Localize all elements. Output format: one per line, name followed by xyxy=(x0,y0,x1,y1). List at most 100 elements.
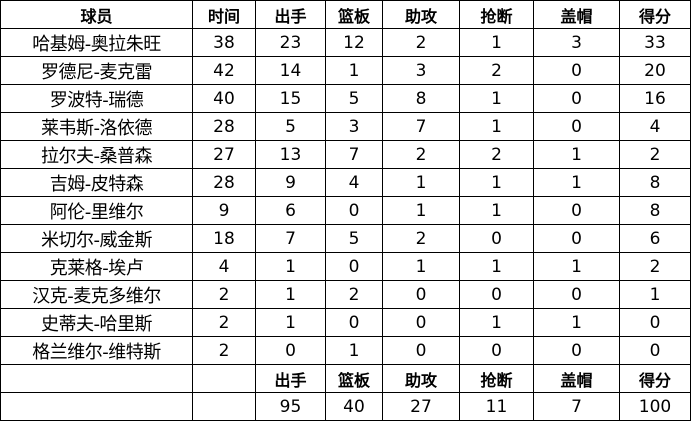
stat-cell: 8 xyxy=(619,168,691,197)
stat-cell: 2 xyxy=(382,28,460,57)
stat-cell: 15 xyxy=(255,84,326,113)
totals-header: 得分 xyxy=(619,364,691,393)
table-row: 史蒂夫-哈里斯 2 1 0 0 1 1 0 xyxy=(0,308,691,337)
stat-cell: 3 xyxy=(533,28,620,57)
stat-cell: 1 xyxy=(255,308,326,337)
stat-cell: 0 xyxy=(382,336,460,365)
table-row: 哈基姆-奥拉朱旺 38 23 12 2 1 3 33 xyxy=(0,28,691,57)
stat-cell: 0 xyxy=(533,196,620,225)
stat-cell: 1 xyxy=(533,252,620,281)
stat-cell: 2 xyxy=(192,308,256,337)
stat-cell: 8 xyxy=(382,84,460,113)
stat-cell: 7 xyxy=(382,112,460,141)
stat-cell: 2 xyxy=(619,140,691,169)
totals-row: 95 40 27 11 7 100 xyxy=(0,392,691,421)
total-cell: 27 xyxy=(382,392,460,421)
empty-cell xyxy=(0,364,193,393)
stat-cell: 2 xyxy=(459,56,534,85)
stat-cell: 1 xyxy=(533,140,620,169)
stat-cell: 1 xyxy=(382,252,460,281)
header-row: 球员 时间 出手 篮板 助攻 抢断 盖帽 得分 xyxy=(0,0,691,29)
stat-cell: 0 xyxy=(533,336,620,365)
stat-cell: 0 xyxy=(533,112,620,141)
stat-cell: 7 xyxy=(255,224,326,253)
table-row: 吉姆-皮特森 28 9 4 1 1 1 8 xyxy=(0,168,691,197)
stat-cell: 12 xyxy=(325,28,383,57)
total-cell: 100 xyxy=(619,392,691,421)
stat-cell: 1 xyxy=(533,308,620,337)
stat-cell: 5 xyxy=(325,224,383,253)
stat-cell: 0 xyxy=(533,280,620,309)
stat-cell: 1 xyxy=(459,84,534,113)
total-cell: 95 xyxy=(255,392,326,421)
stat-cell: 0 xyxy=(619,308,691,337)
table-row: 格兰维尔-维特斯 2 0 1 0 0 0 0 xyxy=(0,336,691,365)
stat-cell: 8 xyxy=(619,196,691,225)
stat-cell: 0 xyxy=(619,336,691,365)
stat-cell: 1 xyxy=(325,56,383,85)
stat-cell: 2 xyxy=(382,224,460,253)
table-row: 罗德尼-麦克雷 42 14 1 3 2 0 20 xyxy=(0,56,691,85)
totals-header: 抢断 xyxy=(459,364,534,393)
stat-cell: 2 xyxy=(192,336,256,365)
table-row: 汉克-麦克多维尔 2 1 2 0 0 0 1 xyxy=(0,280,691,309)
stat-cell: 0 xyxy=(459,336,534,365)
table-row: 莱韦斯-洛依德 28 5 3 7 1 0 4 xyxy=(0,112,691,141)
stat-cell: 5 xyxy=(325,84,383,113)
stat-cell: 27 xyxy=(192,140,256,169)
player-name-cell: 拉尔夫-桑普森 xyxy=(0,140,193,169)
total-cell: 7 xyxy=(533,392,620,421)
stat-cell: 1 xyxy=(382,168,460,197)
stat-cell: 2 xyxy=(382,140,460,169)
stat-cell: 0 xyxy=(459,224,534,253)
player-name-cell: 格兰维尔-维特斯 xyxy=(0,336,193,365)
stat-cell: 40 xyxy=(192,84,256,113)
stat-cell: 0 xyxy=(325,196,383,225)
stat-cell: 1 xyxy=(533,168,620,197)
table-row: 罗波特-瑞德 40 15 5 8 1 0 16 xyxy=(0,84,691,113)
player-name-cell: 吉姆-皮特森 xyxy=(0,168,193,197)
stat-cell: 2 xyxy=(459,140,534,169)
column-header: 得分 xyxy=(619,0,691,29)
stat-cell: 2 xyxy=(192,280,256,309)
totals-header: 出手 xyxy=(255,364,326,393)
stat-cell: 13 xyxy=(255,140,326,169)
stat-cell: 5 xyxy=(255,112,326,141)
stat-cell: 4 xyxy=(619,112,691,141)
column-header: 球员 xyxy=(0,0,193,29)
stat-cell: 1 xyxy=(325,336,383,365)
table-row: 米切尔-威金斯 18 7 5 2 0 0 6 xyxy=(0,224,691,253)
stat-cell: 0 xyxy=(255,336,326,365)
player-name-cell: 汉克-麦克多维尔 xyxy=(0,280,193,309)
column-header: 盖帽 xyxy=(533,0,620,29)
stat-cell: 0 xyxy=(533,84,620,113)
stat-cell: 2 xyxy=(619,252,691,281)
player-name-cell: 米切尔-威金斯 xyxy=(0,224,193,253)
stat-cell: 0 xyxy=(325,252,383,281)
table-row: 拉尔夫-桑普森 27 13 7 2 2 1 2 xyxy=(0,140,691,169)
stat-cell: 1 xyxy=(255,252,326,281)
totals-header: 篮板 xyxy=(325,364,383,393)
stat-cell: 9 xyxy=(192,196,256,225)
stat-cell: 7 xyxy=(325,140,383,169)
stat-cell: 16 xyxy=(619,84,691,113)
empty-cell xyxy=(192,392,256,421)
stat-cell: 4 xyxy=(192,252,256,281)
player-name-cell: 克莱格-埃卢 xyxy=(0,252,193,281)
total-cell: 11 xyxy=(459,392,534,421)
stat-cell: 1 xyxy=(619,280,691,309)
stat-cell: 9 xyxy=(255,168,326,197)
player-name-cell: 哈基姆-奥拉朱旺 xyxy=(0,28,193,57)
stat-cell: 38 xyxy=(192,28,256,57)
stat-cell: 1 xyxy=(459,252,534,281)
table-row: 阿伦-里维尔 9 6 0 1 1 0 8 xyxy=(0,196,691,225)
stat-cell: 14 xyxy=(255,56,326,85)
stat-cell: 33 xyxy=(619,28,691,57)
stat-cell: 2 xyxy=(325,280,383,309)
stat-cell: 1 xyxy=(459,308,534,337)
stat-cell: 3 xyxy=(382,56,460,85)
column-header: 助攻 xyxy=(382,0,460,29)
player-name-cell: 史蒂夫-哈里斯 xyxy=(0,308,193,337)
player-name-cell: 阿伦-里维尔 xyxy=(0,196,193,225)
stat-cell: 1 xyxy=(255,280,326,309)
